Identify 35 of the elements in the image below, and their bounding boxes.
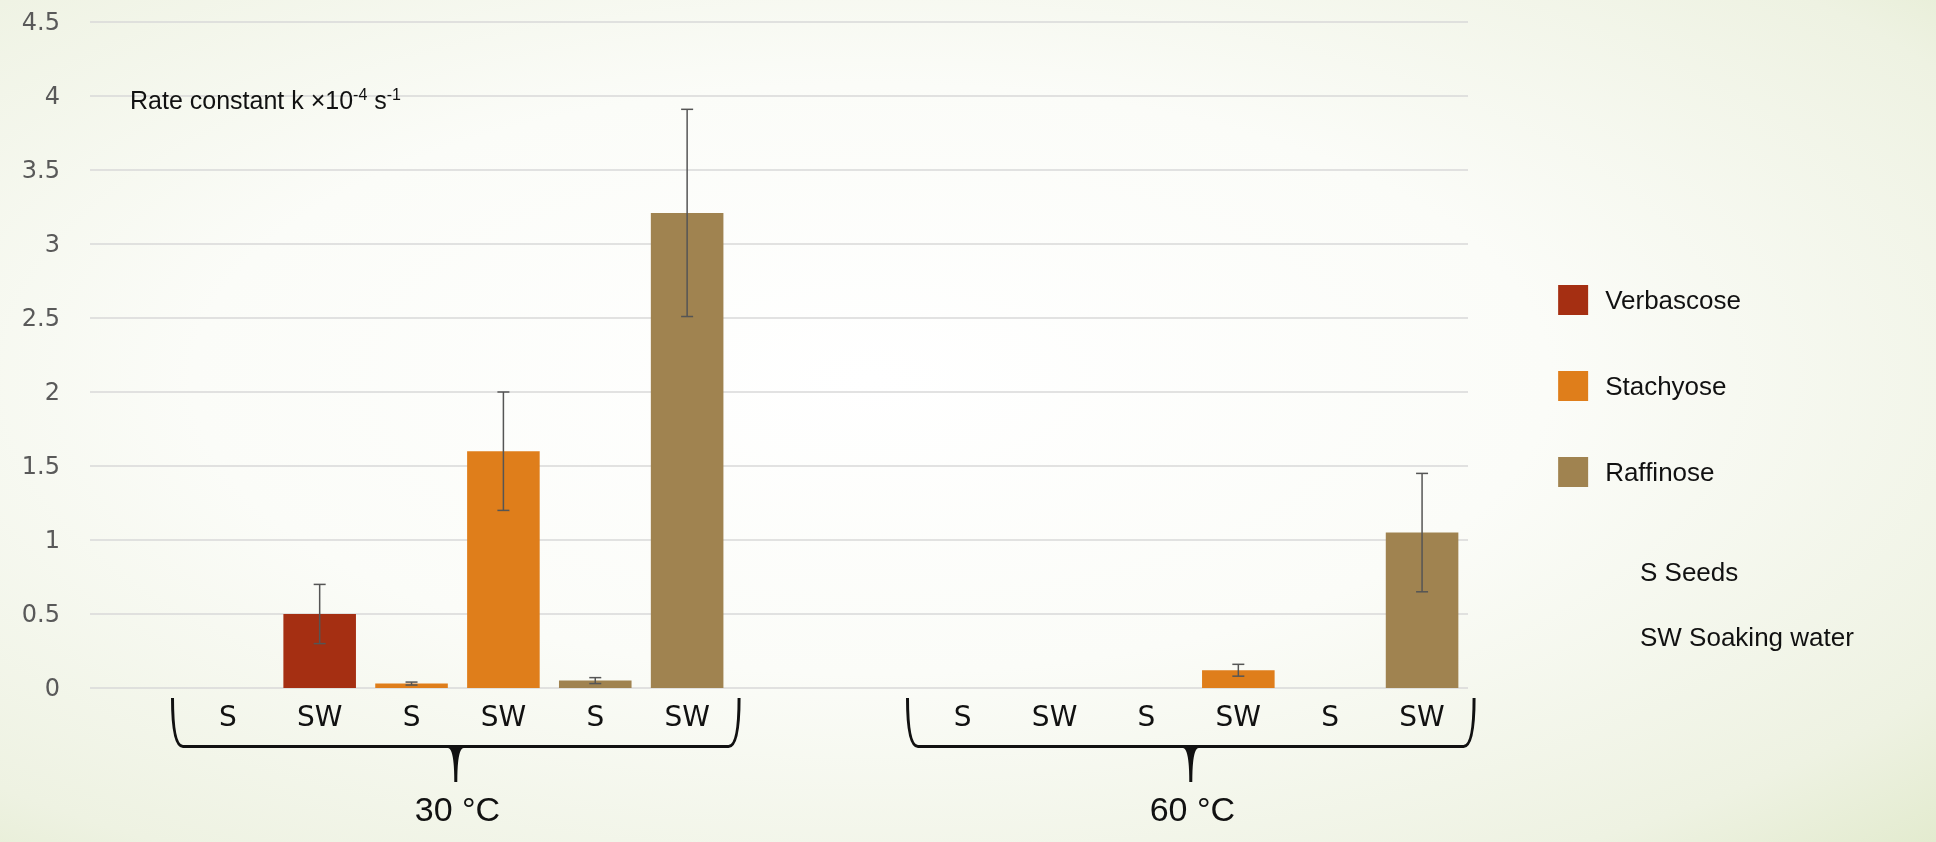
legend-label: Verbascose [1605,285,1742,315]
x-tick-label: S [1321,699,1340,733]
bar [650,212,724,688]
y-tick-label: 1.5 [21,452,60,480]
bar [467,451,540,688]
x-tick-label: SW [1215,699,1262,733]
legend-label: Raffinose [1605,457,1715,487]
x-tick-label: SW [1399,699,1445,733]
text: 60 °C [1149,790,1236,829]
x-tick-label: SW [664,699,710,733]
x-tick-label: SW [1031,699,1078,733]
text: 30 °C [414,790,501,829]
y-tick-label: 2.5 [21,304,60,332]
y-tick-label: 4.5 [21,8,60,36]
bar [283,614,356,688]
y-tick-label: 0.5 [21,600,60,628]
bar [1202,670,1275,688]
bar [1385,532,1459,688]
y-tick-label: 1 [44,526,60,554]
legend-label: Stachyose [1605,371,1727,401]
y-tick-label: 3.5 [21,156,60,184]
x-tick-label: SW [296,699,343,733]
y-tick-label: 0 [44,674,60,702]
x-tick-label: S [402,699,421,733]
x-tick-label: S [953,699,972,733]
x-tick-label: SW [480,699,527,733]
text: S Seeds [1640,557,1739,588]
x-tick-label: S [218,699,237,733]
x-tick-label: S [1137,699,1156,733]
x-tick-label: S [586,699,605,733]
text: SW Soaking water [1640,622,1854,653]
y-tick-label: 2 [44,378,60,406]
bar [558,680,632,688]
y-tick-label: 4 [44,82,60,110]
y-tick-label: 3 [44,230,60,258]
